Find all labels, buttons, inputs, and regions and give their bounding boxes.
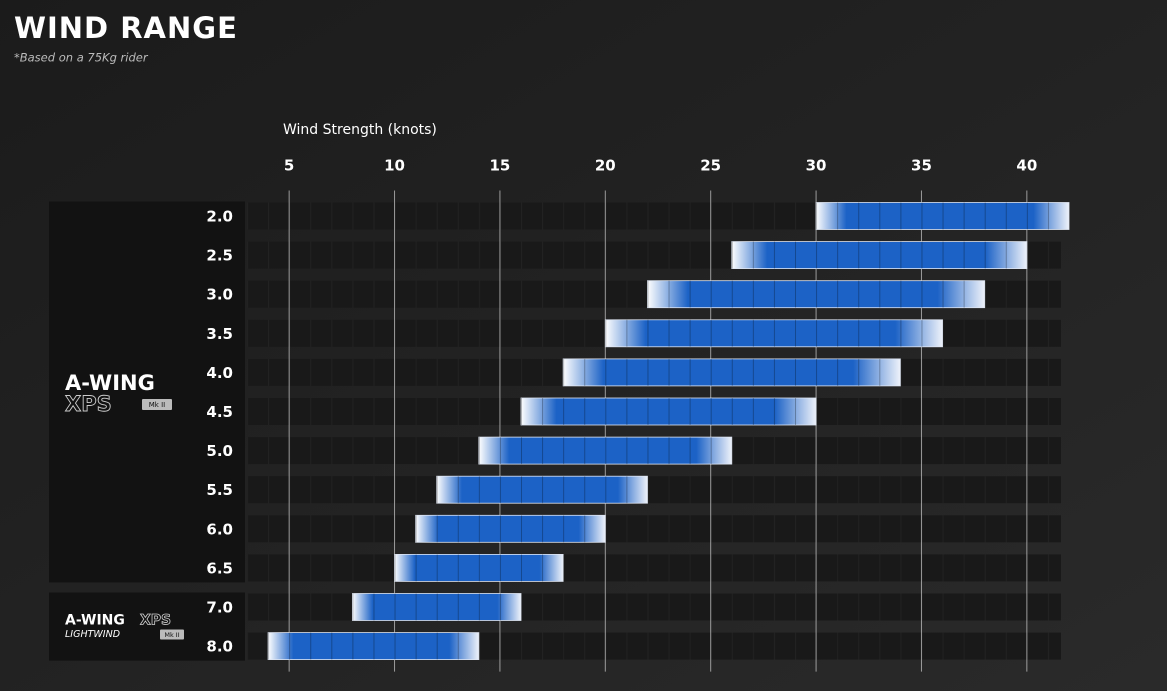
range-bar-cells — [478, 437, 732, 465]
category-label: 4.5 — [206, 403, 233, 421]
row-cells — [247, 476, 1061, 504]
range-bar-cells — [415, 515, 606, 543]
chart-title: WIND RANGE — [14, 11, 238, 45]
group-brand: A-WING — [65, 371, 155, 395]
group-badge-box — [160, 629, 184, 640]
group-badge-box — [142, 398, 172, 410]
category-label: 8.0 — [206, 638, 233, 656]
group-badge: Mk II — [164, 631, 179, 639]
x-tick-label: 10 — [384, 157, 405, 175]
category-label: 2.0 — [206, 208, 233, 226]
chart-subtitle: *Based on a 75Kg rider — [14, 51, 149, 65]
range-bar-cells — [268, 632, 479, 660]
range-bar-cells — [436, 476, 648, 504]
group-badge: Mk II — [149, 401, 165, 409]
range-bar-cells — [647, 280, 985, 308]
category-label: 5.0 — [206, 442, 233, 460]
range-bar-cells — [731, 241, 1027, 269]
group-subname: LIGHTWIND — [65, 629, 120, 640]
range-bar-cells — [521, 398, 817, 425]
group-panel — [49, 201, 245, 583]
x-tick-label: 15 — [489, 157, 510, 175]
category-label: 6.5 — [206, 559, 233, 577]
range-bar-cells — [352, 593, 521, 621]
x-tick-label: 40 — [1016, 157, 1037, 175]
range-bar-cells — [816, 202, 1069, 230]
group-model: XPS — [65, 392, 112, 416]
range-bar-cells — [563, 358, 901, 386]
x-tick-label: 35 — [911, 157, 932, 175]
category-label: 4.0 — [206, 364, 233, 382]
range-bar-cells — [605, 319, 943, 347]
x-tick-label: 25 — [700, 157, 721, 175]
category-label: 5.5 — [206, 481, 233, 499]
category-label: 2.5 — [206, 247, 233, 265]
grid — [288, 190, 1028, 672]
range-bar-cells — [394, 554, 564, 582]
x-tick-label: 30 — [806, 157, 827, 175]
bars — [267, 202, 1070, 660]
category-label: 7.0 — [206, 599, 233, 617]
group-model: XPS — [140, 613, 171, 629]
category-label: 3.0 — [206, 286, 233, 304]
category-label: 3.5 — [206, 325, 233, 343]
x-tick-label: 20 — [595, 157, 616, 175]
x-axis-label: Wind Strength (knots) — [283, 122, 437, 138]
group-panel — [49, 592, 245, 661]
row-cells — [247, 554, 1061, 582]
group-brand: A-WING — [65, 613, 125, 629]
category-label: 6.0 — [206, 520, 233, 538]
row-cells — [247, 515, 1061, 543]
x-tick-label: 5 — [284, 157, 294, 175]
